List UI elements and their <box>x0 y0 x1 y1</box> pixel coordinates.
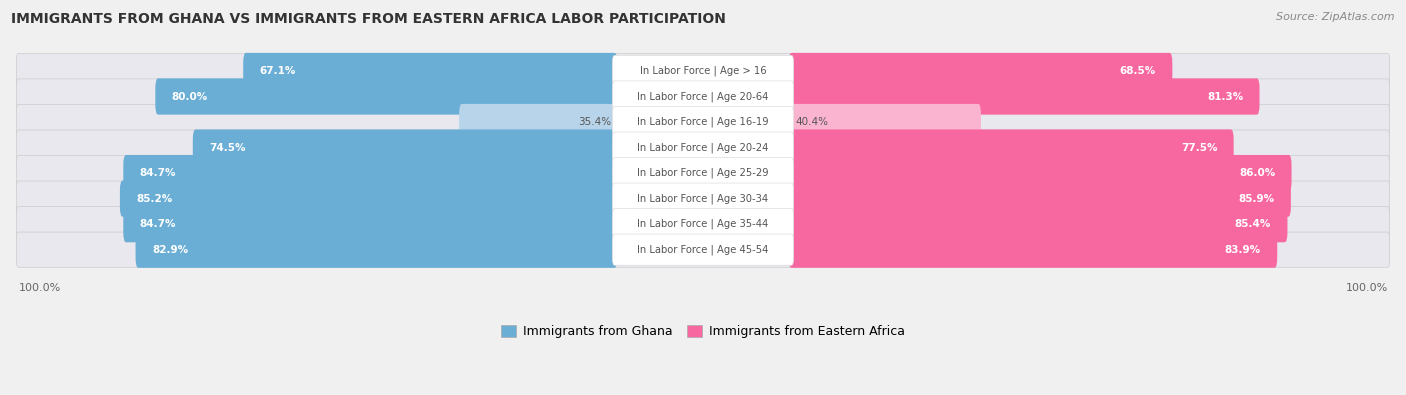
Text: In Labor Force | Age 45-54: In Labor Force | Age 45-54 <box>637 245 769 255</box>
FancyBboxPatch shape <box>17 104 1389 140</box>
FancyBboxPatch shape <box>124 206 617 242</box>
FancyBboxPatch shape <box>613 234 793 265</box>
Text: 74.5%: 74.5% <box>209 143 246 152</box>
FancyBboxPatch shape <box>789 130 1233 166</box>
FancyBboxPatch shape <box>789 181 1291 217</box>
FancyBboxPatch shape <box>17 53 1389 88</box>
Text: 86.0%: 86.0% <box>1239 168 1275 178</box>
FancyBboxPatch shape <box>243 53 617 89</box>
Text: 81.3%: 81.3% <box>1206 92 1243 102</box>
FancyBboxPatch shape <box>155 78 617 115</box>
FancyBboxPatch shape <box>193 130 617 166</box>
FancyBboxPatch shape <box>17 207 1389 242</box>
FancyBboxPatch shape <box>17 130 1389 165</box>
FancyBboxPatch shape <box>17 156 1389 191</box>
FancyBboxPatch shape <box>613 183 793 214</box>
Text: Source: ZipAtlas.com: Source: ZipAtlas.com <box>1277 12 1395 22</box>
FancyBboxPatch shape <box>17 232 1389 267</box>
Text: IMMIGRANTS FROM GHANA VS IMMIGRANTS FROM EASTERN AFRICA LABOR PARTICIPATION: IMMIGRANTS FROM GHANA VS IMMIGRANTS FROM… <box>11 12 725 26</box>
FancyBboxPatch shape <box>120 181 617 217</box>
FancyBboxPatch shape <box>789 78 1260 115</box>
Text: 82.9%: 82.9% <box>152 245 188 255</box>
Text: 80.0%: 80.0% <box>172 92 208 102</box>
Legend: Immigrants from Ghana, Immigrants from Eastern Africa: Immigrants from Ghana, Immigrants from E… <box>496 320 910 343</box>
Text: 67.1%: 67.1% <box>260 66 295 76</box>
Text: In Labor Force | Age 20-64: In Labor Force | Age 20-64 <box>637 91 769 102</box>
Text: 35.4%: 35.4% <box>578 117 612 127</box>
FancyBboxPatch shape <box>17 79 1389 114</box>
FancyBboxPatch shape <box>613 209 793 240</box>
Text: 84.7%: 84.7% <box>139 219 176 229</box>
Text: In Labor Force | Age 16-19: In Labor Force | Age 16-19 <box>637 117 769 127</box>
Text: In Labor Force | Age > 16: In Labor Force | Age > 16 <box>640 66 766 76</box>
Text: In Labor Force | Age 30-34: In Labor Force | Age 30-34 <box>637 194 769 204</box>
FancyBboxPatch shape <box>613 107 793 137</box>
Text: 85.4%: 85.4% <box>1234 219 1271 229</box>
Text: 83.9%: 83.9% <box>1225 245 1261 255</box>
Text: 100.0%: 100.0% <box>1346 283 1388 293</box>
FancyBboxPatch shape <box>613 158 793 189</box>
FancyBboxPatch shape <box>789 104 981 140</box>
Text: 40.4%: 40.4% <box>794 117 828 127</box>
FancyBboxPatch shape <box>135 231 617 268</box>
Text: 85.9%: 85.9% <box>1239 194 1274 204</box>
FancyBboxPatch shape <box>460 104 617 140</box>
FancyBboxPatch shape <box>789 155 1292 191</box>
Text: In Labor Force | Age 20-24: In Labor Force | Age 20-24 <box>637 142 769 153</box>
Text: In Labor Force | Age 25-29: In Labor Force | Age 25-29 <box>637 168 769 179</box>
Text: 100.0%: 100.0% <box>18 283 60 293</box>
FancyBboxPatch shape <box>789 206 1288 242</box>
Text: 77.5%: 77.5% <box>1181 143 1218 152</box>
Text: 85.2%: 85.2% <box>136 194 173 204</box>
FancyBboxPatch shape <box>124 155 617 191</box>
FancyBboxPatch shape <box>613 81 793 112</box>
FancyBboxPatch shape <box>613 132 793 163</box>
Text: In Labor Force | Age 35-44: In Labor Force | Age 35-44 <box>637 219 769 229</box>
Text: 84.7%: 84.7% <box>139 168 176 178</box>
FancyBboxPatch shape <box>789 231 1277 268</box>
FancyBboxPatch shape <box>613 55 793 87</box>
Text: 68.5%: 68.5% <box>1119 66 1156 76</box>
FancyBboxPatch shape <box>17 181 1389 216</box>
FancyBboxPatch shape <box>789 53 1173 89</box>
